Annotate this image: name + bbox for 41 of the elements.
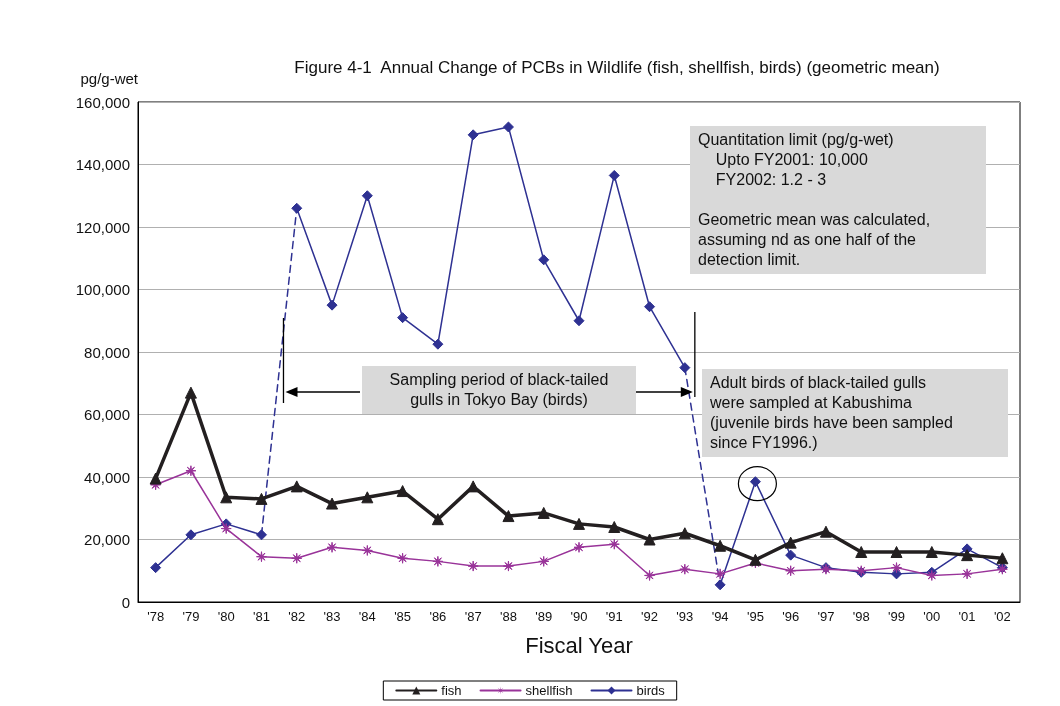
- x-tick-label: '84: [358, 609, 376, 624]
- x-tick-label: '02: [993, 609, 1011, 624]
- y-tick-label: 20,000: [84, 531, 130, 548]
- y-tick-label: 140,000: [75, 156, 130, 173]
- chart-title: Figure 4-1 Annual Change of PCBs in Wildlife (fish, shellfish, birds) (geometric mean): [294, 58, 940, 77]
- x-tick-label: '81: [253, 609, 270, 624]
- y-tick-label: 100,000: [75, 281, 130, 298]
- x-tick-label: '87: [464, 609, 482, 624]
- x-tick-label: '83: [323, 609, 341, 624]
- x-tick-label: '94: [711, 609, 729, 624]
- x-tick-label: '99: [888, 609, 905, 624]
- x-tick-label: '79: [182, 609, 200, 624]
- x-tick-label: '91: [605, 609, 623, 624]
- x-tick-label: '80: [217, 609, 235, 624]
- y-tick-label: 40,000: [84, 468, 130, 486]
- x-tick-label: '89: [535, 609, 553, 624]
- y-tick-label: 120,000: [75, 218, 130, 236]
- y-tick-label: 160,000: [75, 93, 130, 111]
- y-tick-label: 0: [121, 593, 130, 611]
- y-axis-title: pg/g-wet: [80, 70, 139, 87]
- legend-label: birds: [636, 683, 666, 698]
- x-tick-label: '96: [782, 609, 800, 624]
- x-tick-label: '95: [746, 609, 764, 624]
- y-tick-label: 60,000: [84, 406, 130, 423]
- x-tick-label: '88: [499, 609, 517, 624]
- legend-label: fish: [441, 683, 462, 698]
- x-tick-label: '85: [394, 609, 412, 624]
- x-tick-label: '00: [923, 609, 941, 624]
- text: Quantitation limit (pg/g-wet) Upto FY2001: 10,000 FY2002: 1.2 - 3 Geometric mean was calculated, assuming nd as one half of the detection limit.: [698, 131, 931, 268]
- x-tick-label: '92: [641, 609, 659, 624]
- legend-label: shellfish: [525, 683, 573, 698]
- x-tick-label: '93: [676, 609, 694, 624]
- x-tick-label: '90: [570, 609, 588, 624]
- y-tick-label: 80,000: [84, 343, 130, 361]
- x-tick-label: '01: [958, 609, 976, 624]
- x-axis-title: Fiscal Year: [525, 632, 633, 658]
- x-tick-label: '86: [429, 609, 447, 624]
- x-tick-label: '82: [288, 609, 306, 624]
- x-tick-label: '78: [147, 609, 165, 624]
- x-tick-label: '98: [852, 609, 870, 624]
- x-tick-label: '97: [817, 609, 835, 624]
